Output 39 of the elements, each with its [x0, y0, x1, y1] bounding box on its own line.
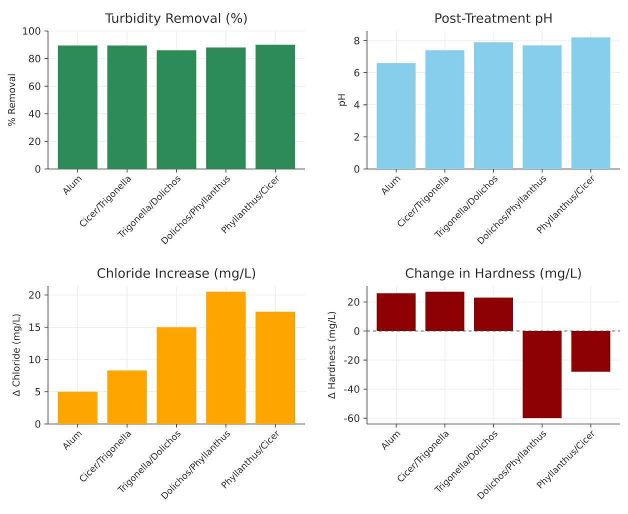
y-tick-label: 0 [354, 165, 360, 173]
bar [522, 331, 562, 418]
y-axis-title: Δ Chloride (mg/L) [12, 314, 22, 396]
chart-title: Chloride Increase (mg/L) [98, 268, 256, 280]
chart-title: Change in Hardness (mg/L) [406, 268, 581, 280]
y-tick-label: 0 [354, 327, 360, 335]
y-tick-label: 4 [354, 101, 360, 108]
y-tick-label: 2 [354, 133, 359, 141]
y-tick-label: -20 [344, 356, 360, 364]
y-tick-label: 0 [35, 165, 40, 173]
y-tick-label: 8 [354, 36, 360, 44]
bar [256, 312, 296, 424]
y-tick-label: 60 [29, 82, 40, 90]
y-tick-label: -40 [344, 385, 360, 393]
y-tick-label: 10 [29, 356, 40, 364]
y-tick-label: 0 [35, 420, 40, 428]
y-tick-label: 5 [35, 388, 40, 396]
y-tick-label: 6 [354, 68, 360, 76]
y-tick-label: 20 [348, 298, 360, 306]
y-tick-label: 15 [29, 324, 40, 331]
bar [474, 298, 513, 332]
bar [58, 392, 98, 424]
bar [107, 370, 147, 424]
y-tick-label: 20 [29, 291, 40, 299]
y-axis-title: % Removal [8, 74, 16, 126]
chart-title: Post-Treatment pH [435, 13, 552, 26]
y-tick-label: 80 [28, 54, 40, 62]
y-tick-label: 100 [23, 27, 40, 35]
bar [571, 331, 610, 372]
bar [376, 293, 416, 332]
bar [156, 327, 196, 424]
bar [425, 292, 464, 332]
y-axis-title: pH [338, 94, 347, 106]
y-axis-title: Δ Hardness (mg/L) [328, 312, 337, 399]
bar [206, 292, 246, 424]
y-tick-label: 20 [29, 138, 40, 146]
y-tick-label: -60 [344, 414, 360, 422]
chart-title: Turbidity Removal (%) [105, 12, 247, 26]
y-tick-label: 40 [28, 110, 40, 118]
